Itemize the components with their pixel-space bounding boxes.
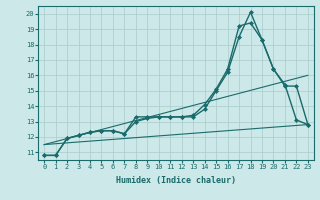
- X-axis label: Humidex (Indice chaleur): Humidex (Indice chaleur): [116, 176, 236, 185]
